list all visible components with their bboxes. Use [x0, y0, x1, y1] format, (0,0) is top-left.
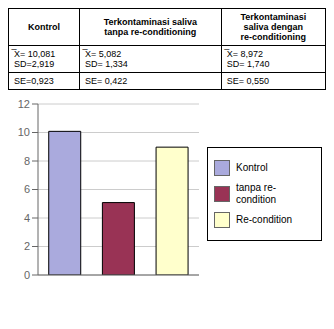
svg-text:10: 10 — [18, 126, 30, 138]
html-text:Terkontaminasi saliva tanpa re: Terkontaminasi saliva tanpa re-condition… — [103, 17, 197, 37]
html-text:SE= 0,550: SE= 0,550 — [226, 76, 269, 86]
html-text:̅X= 10,081 SD=2,919: ̅X= 10,081 SD=2,919 — [14, 49, 56, 69]
svg-text:0: 0 — [24, 269, 30, 281]
svg-text:2: 2 — [24, 240, 30, 252]
html-text:Kontrol: Kontrol — [28, 22, 60, 32]
svg-text:4: 4 — [24, 212, 30, 224]
svg-text:12: 12 — [18, 98, 30, 110]
html-text:Terkontaminasi saliva dengan r: Terkontaminasi saliva dengan re-conditio… — [240, 12, 307, 42]
html-text:̅X= 8,972 SD= 1,740: ̅X= 8,972 SD= 1,740 — [226, 49, 270, 69]
html-text:Kontrol: Kontrol — [236, 161, 268, 173]
svg-text:8: 8 — [24, 155, 30, 167]
svg-text:6: 6 — [24, 183, 30, 195]
html-text:Re-condition: Re-condition — [236, 213, 293, 225]
html-text:SE= 0,422: SE= 0,422 — [85, 76, 128, 86]
html-text:̅X= 5,082 SD= 1,334: ̅X= 5,082 SD= 1,334 — [85, 49, 128, 69]
html-text:SE=0,923: SE=0,923 — [14, 76, 54, 86]
html-text:tanpa re- condition: tanpa re- condition — [236, 181, 276, 205]
